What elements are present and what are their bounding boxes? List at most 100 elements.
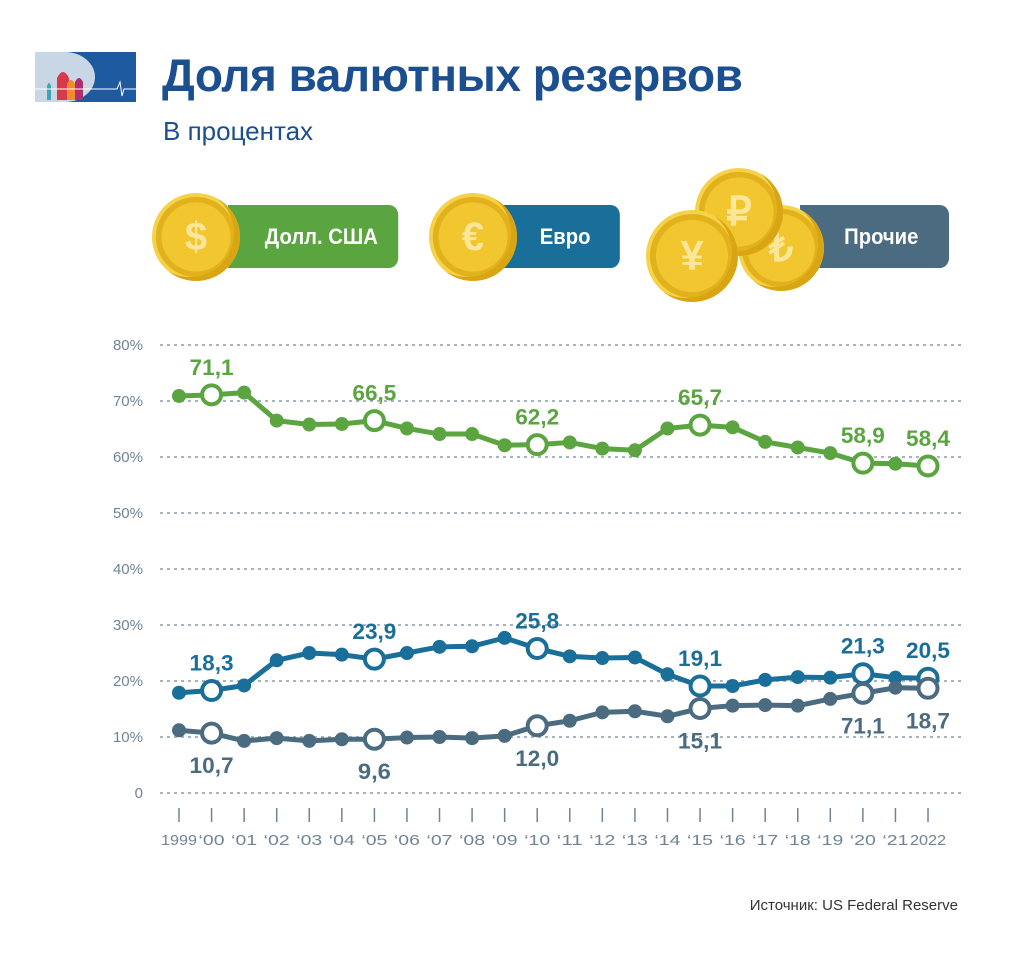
y-tick-label: 80% <box>113 337 143 354</box>
data-point <box>725 679 740 694</box>
data-point <box>269 413 284 428</box>
y-tick-label: 30% <box>113 617 143 634</box>
data-label: 18,3 <box>190 651 234 676</box>
data-point <box>790 670 805 685</box>
highlight-point <box>688 413 712 437</box>
series-1: 18,3 23,9 25,8 19,1 21,3 20,5 <box>172 609 950 703</box>
x-tick-label: ‘03 <box>296 832 322 849</box>
data-label: 62,2 <box>515 405 559 430</box>
x-tick-label: ‘05 <box>361 832 387 849</box>
highlight-point <box>525 714 549 738</box>
data-point <box>302 646 317 660</box>
data-point <box>172 388 186 403</box>
data-point <box>302 417 317 432</box>
data-label: 58,4 <box>906 426 951 451</box>
data-point <box>660 421 675 436</box>
x-tick-label: ‘04 <box>329 832 355 849</box>
highlight-point <box>362 409 386 433</box>
x-tick-label: ‘19 <box>817 832 843 849</box>
data-point <box>497 728 512 743</box>
x-tick-label: ‘11 <box>557 832 583 849</box>
series-2: 10,7 9,6 12,0 15,1 71,1 18,7 <box>172 676 950 784</box>
data-label: 66,5 <box>352 381 396 406</box>
data-label: 19,1 <box>678 646 722 671</box>
data-point <box>660 709 675 724</box>
data-point <box>562 649 577 664</box>
logo <box>35 52 136 102</box>
data-point <box>465 427 480 442</box>
data-label: 58,9 <box>841 423 885 448</box>
series-line <box>178 635 929 696</box>
euro-coin-icon: € <box>429 193 517 281</box>
data-point <box>432 639 447 654</box>
x-tick-label: ‘20 <box>850 832 876 849</box>
data-point <box>432 427 447 442</box>
data-label: 23,9 <box>352 619 396 644</box>
data-point <box>399 421 414 436</box>
x-tick-label: ‘21 <box>882 832 908 849</box>
data-point <box>302 733 317 748</box>
highlight-point <box>200 383 224 407</box>
data-label: 20,5 <box>906 638 950 663</box>
x-tick-label: ‘00 <box>199 832 225 849</box>
data-point <box>562 435 577 450</box>
highlight-point <box>200 679 224 703</box>
data-point <box>725 420 740 435</box>
legend-label-euro: Евро <box>539 223 591 249</box>
series-line <box>178 685 929 744</box>
x-tick-label: ‘08 <box>459 832 485 849</box>
data-point <box>595 705 610 720</box>
data-point <box>823 670 838 685</box>
highlight-point <box>851 451 875 475</box>
data-point <box>595 441 610 456</box>
data-point <box>237 733 252 748</box>
series-0: 71,1 66,5 62,2 65,7 58,9 58,4 <box>172 355 951 478</box>
highlight-point <box>916 676 940 700</box>
data-label: 71,1 <box>841 713 885 738</box>
yen-coin-icon: ¥ <box>646 210 738 302</box>
data-label: 12,0 <box>515 746 559 771</box>
data-point <box>790 698 805 713</box>
data-point <box>888 680 903 695</box>
data-point <box>758 672 773 687</box>
x-tick-label: ‘18 <box>785 832 811 849</box>
y-tick-label: 40% <box>113 561 143 578</box>
highlight-point <box>688 674 712 698</box>
y-tick-label: 60% <box>113 449 143 466</box>
data-point <box>562 713 577 728</box>
data-label: 21,3 <box>841 634 885 659</box>
data-point <box>758 434 773 449</box>
data-point <box>334 416 349 431</box>
data-label: 18,7 <box>906 708 950 733</box>
x-tick-label: ‘16 <box>720 832 746 849</box>
data-point <box>888 456 903 471</box>
source-note: Источник: US Federal Reserve <box>749 897 958 914</box>
data-point <box>497 630 512 645</box>
data-label: 25,8 <box>515 609 559 634</box>
data-point <box>269 731 284 746</box>
data-label: 65,7 <box>678 385 722 410</box>
y-tick-label: 10% <box>113 729 143 746</box>
data-point <box>432 730 447 744</box>
x-tick-label: ‘14 <box>654 832 680 849</box>
data-point <box>660 667 675 682</box>
dollar-coin-icon: $ <box>152 193 240 281</box>
data-point <box>595 651 610 666</box>
data-label: 71,1 <box>190 355 234 380</box>
highlight-point <box>688 696 712 720</box>
x-tick-label: ‘15 <box>687 832 713 849</box>
data-point <box>465 731 480 746</box>
page-subtitle: В процентах <box>163 116 314 146</box>
highlight-point <box>851 681 875 705</box>
highlight-point <box>525 637 549 661</box>
data-point <box>823 691 838 706</box>
y-tick-label: 0 <box>135 785 143 802</box>
highlight-point <box>851 662 875 686</box>
data-point <box>334 647 349 662</box>
data-point <box>725 698 740 713</box>
y-tick-label: 70% <box>113 393 143 410</box>
data-point <box>399 730 414 745</box>
x-tick-label: ‘09 <box>492 832 518 849</box>
x-tick-label: ‘06 <box>394 832 420 849</box>
